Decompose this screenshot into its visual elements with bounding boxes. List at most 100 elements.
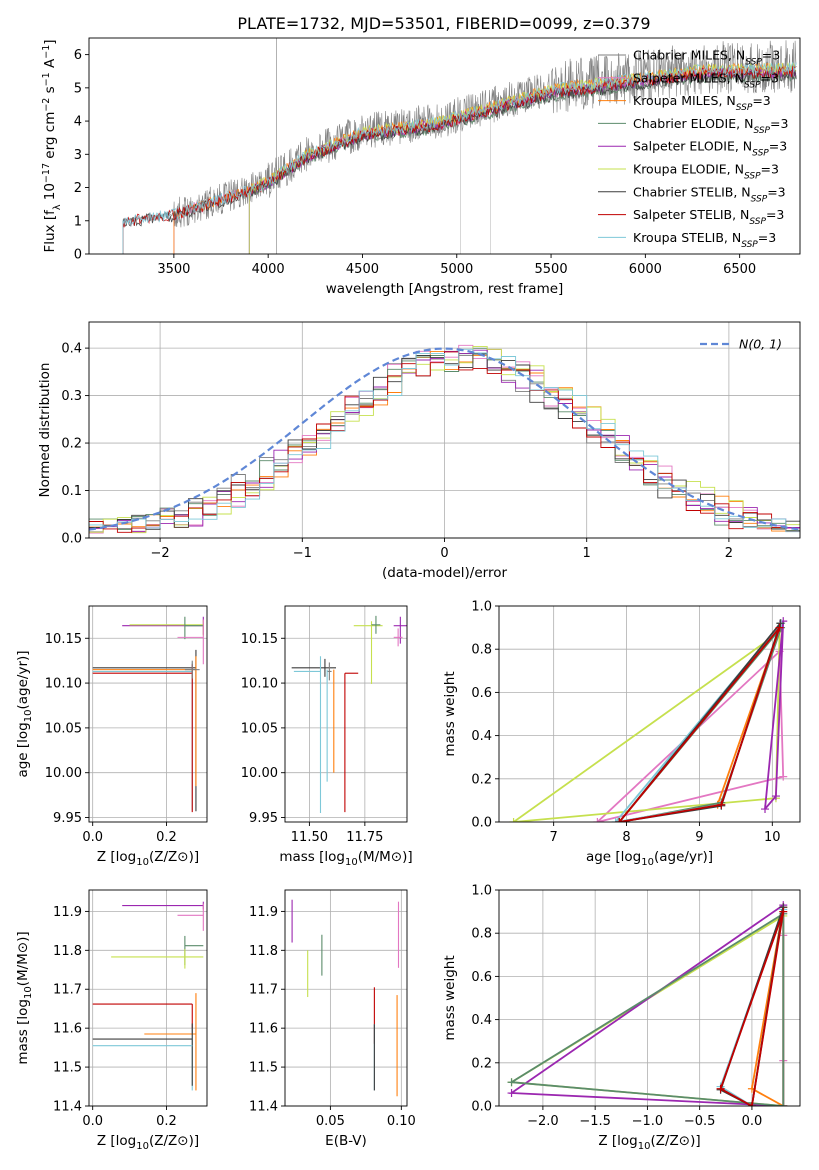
y-tick-label-0: 9.95 (53, 811, 82, 826)
y-tick-label-3: 0.3 (61, 389, 82, 404)
x-tick-label-2: 0 (440, 546, 448, 561)
y-tick-label-0: 0.0 (61, 532, 82, 547)
y-tick-label-3: 11.7 (249, 983, 278, 998)
plot-area-age_vs_Z (92, 616, 204, 813)
y-tick-label-2: 0.2 (61, 437, 82, 452)
y-tick-label-4: 0.4 (61, 342, 82, 357)
y-tick-label-4: 4 (74, 115, 82, 130)
x-tick-label-1: −1 (293, 546, 312, 561)
panel-residuals: −2 −1 0 1 2 0.0 0.1 0.2 0.3 0.4 (data-model)/error… (37, 321, 801, 581)
panel-weight_vs_Z: −2.0 −1.5 −1.0 −0.5 0.0 0.0 0.2 0.4 0.6 0.8 1.0 Z [… (442, 884, 801, 1152)
y-tick-label-4: 11.8 (53, 944, 82, 959)
x-axis-label: Z [log10(Z/Z⊙)] (598, 1133, 700, 1152)
y-tick-label-5: 5 (74, 81, 82, 96)
x-tick-label-1: 0.10 (387, 1114, 416, 1129)
x-tick-label-3: 5000 (440, 262, 473, 277)
x-tick-label-1: −1.5 (579, 1114, 611, 1129)
y-tick-label-1: 0.2 (471, 1056, 492, 1071)
weight-marker (779, 1102, 788, 1106)
y-tick-label-3: 0.6 (471, 686, 492, 701)
x-tick-label-0: 0.05 (316, 1114, 345, 1129)
y-tick-label-0: 9.95 (249, 811, 278, 826)
x-tick-label-2: −1.0 (632, 1114, 664, 1129)
axes-frame (88, 37, 801, 255)
y-tick-label-0: 0 (74, 248, 82, 263)
weight-marker (779, 907, 788, 916)
x-axis-label: Z [log10(Z/Z⊙)] (97, 849, 199, 868)
plot-area-age_vs_mass (291, 615, 407, 814)
y-tick-label-1: 1 (74, 214, 82, 229)
model-line-kroupa-stelib (122, 61, 797, 254)
plot-area-weight_vs_age (509, 617, 788, 822)
weight-marker (761, 805, 770, 814)
x-tick-label-1: 0.2 (156, 1114, 177, 1129)
axes-frame (498, 889, 801, 1107)
y-axis-label: age [log10(age/yr)] (15, 650, 34, 777)
x-tick-label-1: 11.75 (346, 830, 383, 845)
panel-age_vs_mass: 11.50 11.75 9.95 10.00 10.05 10.10 10.15 mass [… (241, 605, 413, 868)
weight-marker (771, 792, 780, 801)
weight-marker (716, 1084, 725, 1093)
axes-frame (88, 321, 801, 539)
weight-marker (775, 623, 784, 632)
x-axis-label: wavelength [Angstrom, rest frame] (326, 281, 564, 297)
x-tick-label-4: 0.0 (742, 1114, 763, 1129)
x-tick-label-0: 3500 (157, 262, 190, 277)
legend-entry: Chabrier ELODIE, NSSP=3 (633, 116, 788, 136)
y-tick-label-0: 11.4 (53, 1100, 82, 1115)
y-tick-label-5: 1.0 (471, 884, 492, 899)
y-tick-label-4: 11.8 (249, 944, 278, 959)
normal-curve (89, 347, 800, 531)
weight-line-kroupa-elodie (513, 630, 781, 822)
panel-mass_vs_ebv: 0.05 0.10 11.4 11.5 11.6 11.7 11.8 11.9 E(B-V) (249, 889, 416, 1149)
weight-line-salpeter-stelib (719, 911, 785, 1106)
x-tick-label-3: 1 (583, 546, 591, 561)
legend-entry: Salpeter STELIB, NSSP=3 (633, 207, 784, 227)
weight-marker (509, 818, 518, 822)
axes-frame (284, 605, 408, 823)
plot-area-spectrum (122, 38, 797, 254)
weight-marker (779, 772, 788, 781)
x-tick-label-0: 11.50 (291, 830, 328, 845)
x-axis-label: E(B-V) (325, 1133, 367, 1149)
y-tick-label-2: 0.4 (471, 729, 492, 744)
x-tick-label-0: 0.0 (82, 830, 103, 845)
y-axis-label: Flux [fλ 10−17 erg cm−2 s−1 A−1] (41, 39, 63, 252)
y-tick-label-0: 0.0 (471, 816, 492, 831)
panel-spectrum: 3500 4000 4500 5000 5500 6000 6500 0 1 2 3 4 5 6 wavel… (41, 37, 801, 297)
x-tick-label-0: 7 (550, 830, 558, 845)
y-tick-label-6: 6 (74, 48, 82, 63)
x-tick-label-0: 0.0 (82, 1114, 103, 1129)
y-tick-label-2: 2 (74, 181, 82, 196)
y-tick-label-4: 10.15 (45, 632, 82, 647)
weight-marker (615, 818, 624, 822)
histogram-kroupa-stelib (89, 348, 800, 533)
x-tick-label-0: −2.0 (527, 1114, 559, 1129)
y-tick-label-1: 10.00 (241, 766, 278, 781)
y-tick-label-2: 10.05 (241, 721, 278, 736)
plot-area-residuals (89, 344, 800, 534)
y-axis-label: mass weight (442, 671, 458, 756)
x-axis-label: Z [log10(Z/Z⊙)] (97, 1133, 199, 1152)
y-tick-label-1: 11.5 (249, 1061, 278, 1076)
y-tick-label-2: 11.6 (249, 1022, 278, 1037)
model-line-salpeter-stelib (122, 65, 797, 254)
y-tick-label-1: 0.2 (471, 772, 492, 787)
legend-entry: Kroupa STELIB, NSSP=3 (633, 230, 776, 250)
x-axis-label: (data-model)/error (382, 565, 508, 581)
axes-frame (88, 605, 208, 823)
y-tick-label-2: 11.6 (53, 1022, 82, 1037)
weight-line-salpeter-stelib (618, 627, 781, 822)
weight-marker (776, 619, 785, 628)
x-tick-label-4: 2 (725, 546, 733, 561)
y-tick-label-2: 0.4 (471, 1013, 492, 1028)
axes-frame (88, 889, 208, 1107)
y-tick-label-3: 3 (74, 148, 82, 163)
weight-marker (507, 1078, 516, 1087)
y-tick-label-3: 0.6 (471, 970, 492, 985)
chart-title: PLATE=1732, MJD=53501, FIBERID=0099, z=0… (237, 14, 650, 33)
y-tick-label-5: 11.9 (53, 905, 82, 920)
y-tick-label-3: 10.10 (45, 677, 82, 692)
y-axis-label: Normed distribution (37, 363, 53, 498)
y-tick-label-3: 11.7 (53, 983, 82, 998)
